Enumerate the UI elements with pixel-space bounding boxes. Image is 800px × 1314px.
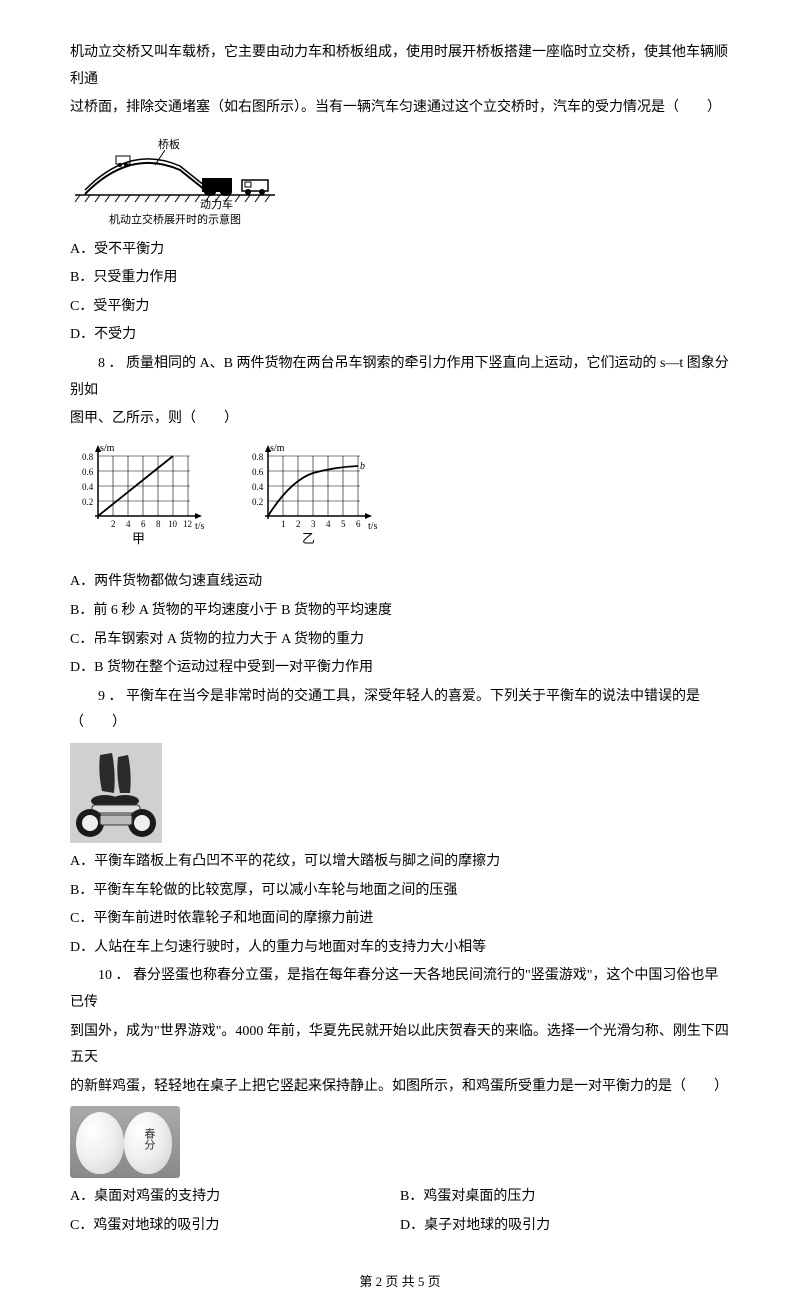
svg-text:4: 4 [326, 519, 331, 529]
bridge-label: 桥板 [158, 137, 180, 151]
svg-text:8: 8 [156, 519, 161, 529]
q8-intro-2: 图甲、乙所示，则（ ） [70, 406, 730, 433]
svg-text:10: 10 [168, 519, 178, 529]
svg-text:3: 3 [311, 519, 316, 529]
q7-intro-2: 过桥面，排除交通堵塞（如右图所示）。当有一辆汽车匀速通过这个立交桥时，汽车的受力… [70, 95, 730, 122]
q10-opt-d: D．桌子对地球的吸引力 [400, 1213, 730, 1240]
q8-charts: s/m 0.8 0.6 0.4 0.2 2 4 6 8 10 12 t/s 甲 [70, 441, 730, 562]
svg-text:0.4: 0.4 [82, 482, 94, 492]
q9-hoverboard-image [70, 743, 162, 843]
q9-intro: 9 ． 平衡车在当今是非常时尚的交通工具，深受年轻人的喜爱。下列关于平衡车的说法… [70, 684, 730, 737]
q7-opt-c: C．受平衡力 [70, 294, 730, 321]
svg-text:5: 5 [341, 519, 346, 529]
svg-text:t/s: t/s [368, 521, 378, 532]
q8-intro-1: 8 ． 质量相同的 A、B 两件货物在两台吊车钢索的牵引力作用下竖直向上运动，它… [70, 351, 730, 404]
svg-text:t/s: t/s [195, 521, 205, 532]
q7-opt-b: B．只受重力作用 [70, 265, 730, 292]
svg-text:4: 4 [126, 519, 131, 529]
svg-text:12: 12 [183, 519, 192, 529]
q8-opt-a: A．两件货物都做匀速直线运动 [70, 569, 730, 596]
svg-text:甲: 甲 [132, 531, 145, 546]
svg-text:6: 6 [356, 519, 361, 529]
q10-intro-1: 10 ． 春分竖蛋也称春分立蛋，是指在每年春分这一天各地民间流行的"竖蛋游戏"，… [70, 963, 730, 1016]
q7-bridge-figure: 桥板 动力车 机动立交桥展开时的示意图 [70, 130, 280, 231]
q8-opt-b: B．前 6 秒 A 货物的平均速度小于 B 货物的平均速度 [70, 598, 730, 625]
svg-text:1: 1 [281, 519, 286, 529]
q9-opt-a: A．平衡车踏板上有凸凹不平的花纹，可以增大踏板与脚之间的摩擦力 [70, 849, 730, 876]
page-footer: 第 2 页 共 5 页 [70, 1270, 730, 1295]
svg-text:b: b [360, 461, 365, 472]
q10-opt-c: C．鸡蛋对地球的吸引力 [70, 1213, 400, 1240]
q10-options: A．桌面对鸡蛋的支持力 C．鸡蛋对地球的吸引力 B．鸡蛋对桌面的压力 D．桌子对… [70, 1184, 730, 1241]
q10-opt-b: B．鸡蛋对桌面的压力 [400, 1184, 730, 1211]
chart-yi: s/m 0.8 0.6 0.4 0.2 1 2 3 4 5 6 b t/s 乙 [240, 441, 380, 562]
egg-left [76, 1112, 124, 1174]
svg-text:0.8: 0.8 [82, 452, 94, 462]
q9-opt-b: B．平衡车车轮做的比较宽厚，可以减小车轮与地面之间的压强 [70, 878, 730, 905]
svg-text:0.2: 0.2 [252, 497, 263, 507]
chart-jia: s/m 0.8 0.6 0.4 0.2 2 4 6 8 10 12 t/s 甲 [70, 441, 210, 562]
q8-opt-c: C．吊车钢索对 A 货物的拉力大于 A 货物的重力 [70, 627, 730, 654]
svg-text:2: 2 [111, 519, 116, 529]
q10-egg-image: 春分 [70, 1106, 180, 1178]
svg-text:乙: 乙 [302, 531, 315, 546]
q7-opt-d: D．不受力 [70, 322, 730, 349]
svg-text:2: 2 [296, 519, 301, 529]
q8-opt-d: D．B 货物在整个运动过程中受到一对平衡力作用 [70, 655, 730, 682]
svg-text:6: 6 [141, 519, 146, 529]
car-label: 动力车 [200, 197, 233, 210]
q7-caption: 机动立交桥展开时的示意图 [70, 210, 280, 231]
q10-intro-2: 到国外，成为"世界游戏"。4000 年前，华夏先民就开始以此庆贺春天的来临。选择… [70, 1019, 730, 1072]
q9-opt-c: C．平衡车前进时依靠轮子和地面间的摩擦力前进 [70, 906, 730, 933]
q9-opt-d: D．人站在车上匀速行驶时，人的重力与地面对车的支持力大小相等 [70, 935, 730, 962]
svg-text:0.6: 0.6 [82, 467, 94, 477]
svg-text:0.4: 0.4 [252, 482, 264, 492]
svg-text:s/m: s/m [100, 443, 115, 454]
q7-opt-a: A．受不平衡力 [70, 237, 730, 264]
q10-intro-3: 的新鲜鸡蛋，轻轻地在桌子上把它竖起来保持静止。如图所示，和鸡蛋所受重力是一对平衡… [70, 1074, 730, 1101]
q7-intro-1: 机动立交桥又叫车载桥，它主要由动力车和桥板组成，使用时展开桥板搭建一座临时立交桥… [70, 40, 730, 93]
svg-text:s/m: s/m [270, 443, 285, 454]
q10-opt-a: A．桌面对鸡蛋的支持力 [70, 1184, 400, 1211]
svg-text:0.2: 0.2 [82, 497, 93, 507]
svg-text:0.6: 0.6 [252, 467, 264, 477]
svg-text:0.8: 0.8 [252, 452, 264, 462]
